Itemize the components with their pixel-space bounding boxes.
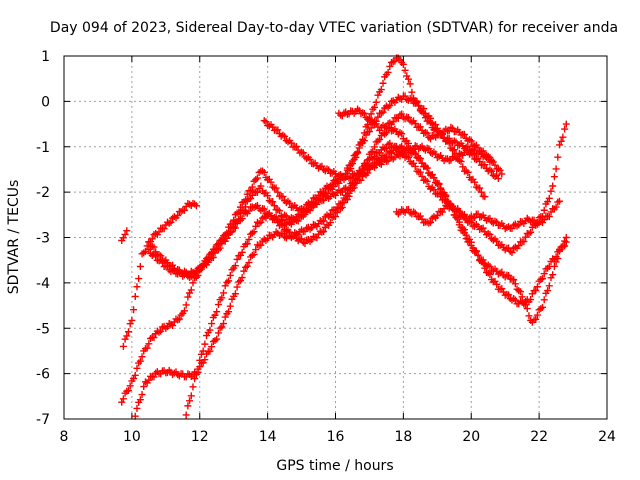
series-track-8 bbox=[260, 117, 502, 183]
y-tick-label: 1 bbox=[41, 49, 50, 65]
series-track-6 bbox=[131, 120, 570, 420]
y-axis-label: SDTVAR / TECUs bbox=[6, 180, 22, 295]
series-track-9 bbox=[335, 105, 496, 164]
x-tick-label: 22 bbox=[530, 429, 548, 445]
y-tick-label: -4 bbox=[36, 276, 50, 292]
y-tick-label: -3 bbox=[36, 231, 50, 247]
y-tick-label: -7 bbox=[36, 412, 50, 428]
x-tick-label: 8 bbox=[60, 429, 69, 445]
series-track-2 bbox=[118, 227, 131, 245]
x-tick-label: 24 bbox=[598, 429, 616, 445]
y-tick-label: -2 bbox=[36, 185, 50, 201]
data-marks bbox=[118, 54, 570, 420]
y-tick-label: -1 bbox=[36, 140, 50, 156]
x-tick-label: 10 bbox=[123, 429, 141, 445]
x-tick-label: 20 bbox=[462, 429, 480, 445]
plus-markers-track-8 bbox=[260, 117, 502, 183]
x-tick-label: 14 bbox=[259, 429, 277, 445]
x-tick-label: 18 bbox=[394, 429, 412, 445]
plus-markers-track-6 bbox=[131, 120, 570, 420]
plus-markers-track-10 bbox=[393, 197, 563, 233]
x-tick-label: 16 bbox=[327, 429, 345, 445]
chart-title: Day 094 of 2023, Sidereal Day-to-day VTE… bbox=[50, 20, 618, 36]
plus-markers-track-9 bbox=[335, 105, 496, 164]
series-track-10 bbox=[393, 197, 563, 233]
x-axis-label: GPS time / hours bbox=[276, 458, 393, 474]
y-tick-label: -5 bbox=[36, 321, 50, 337]
y-tick-label: -6 bbox=[36, 367, 50, 383]
y-tick-label: 0 bbox=[41, 94, 50, 110]
plus-markers-track-2 bbox=[118, 227, 131, 245]
x-tick-label: 12 bbox=[191, 429, 209, 445]
